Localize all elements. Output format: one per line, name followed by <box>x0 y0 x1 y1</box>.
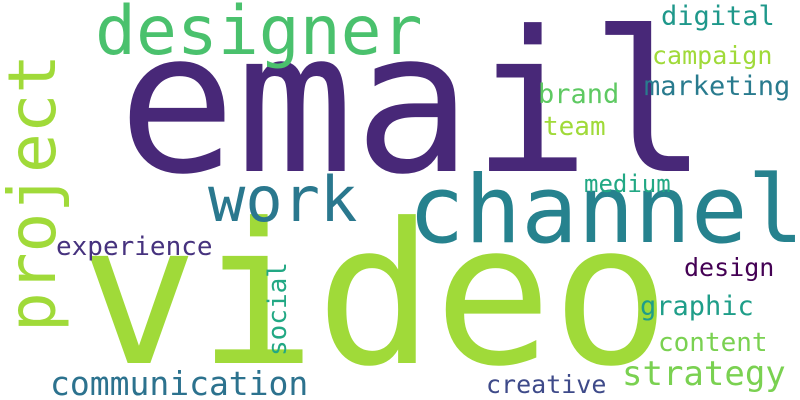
word-communication: communication <box>50 364 309 400</box>
word-design: design <box>684 253 775 282</box>
word-graphic: graphic <box>640 291 754 322</box>
word-experience: experience <box>56 232 213 262</box>
word-strategy: strategy <box>622 354 786 394</box>
word-digital: digital <box>661 1 775 32</box>
word-video: video <box>80 182 671 400</box>
word-channel: channel <box>408 156 800 265</box>
word-project: project <box>0 53 71 332</box>
word-marketing: marketing <box>644 71 791 102</box>
word-brand: brand <box>538 79 620 110</box>
word-campaign: campaign <box>652 41 773 70</box>
word-designer: designer <box>95 0 423 71</box>
word-content: content <box>658 328 768 358</box>
word-medium: medium <box>584 170 671 198</box>
word-social: social <box>263 262 293 356</box>
word-team: team <box>543 112 606 142</box>
word-work: work <box>208 163 358 236</box>
word-email: email <box>118 0 709 218</box>
word-creative: creative <box>486 370 607 399</box>
